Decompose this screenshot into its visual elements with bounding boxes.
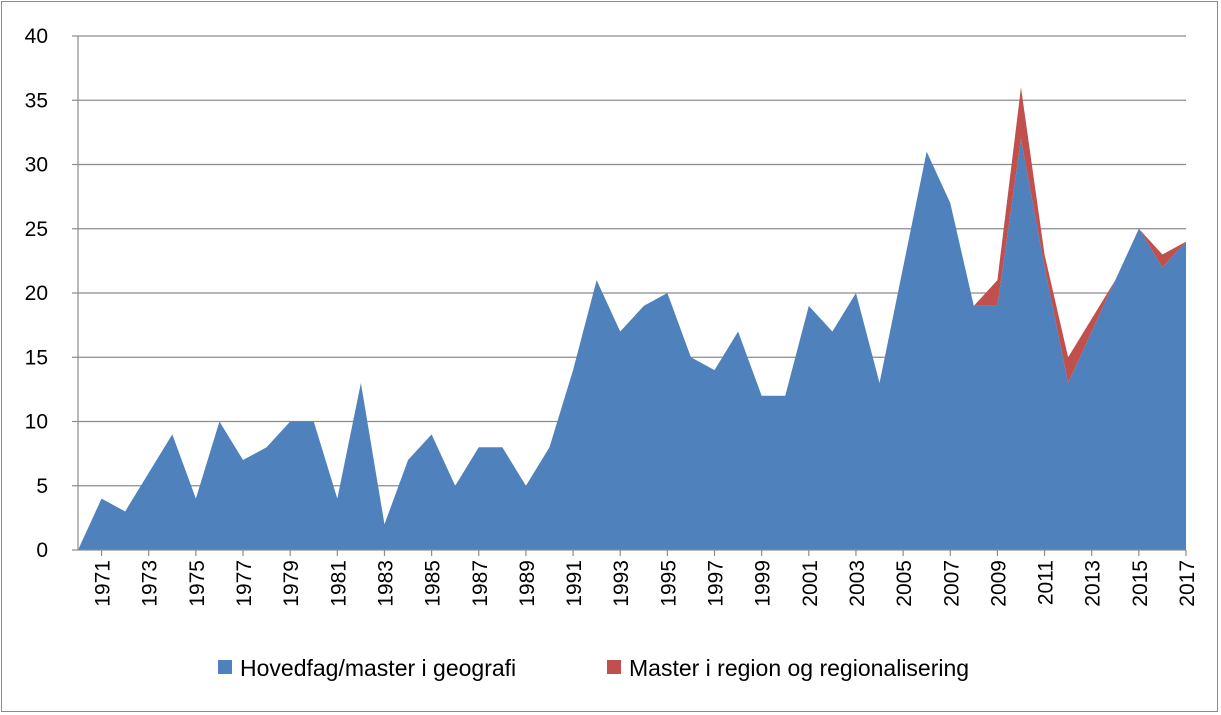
x-tick-label-1983: 1983 — [374, 560, 397, 607]
x-tick-label-1991: 1991 — [563, 560, 586, 607]
x-tick-label-2013: 2013 — [1082, 560, 1105, 607]
legend-label-2: Master i region og regionalisering — [629, 655, 969, 681]
y-tick-label-0: 0 — [36, 539, 48, 562]
x-tick-label-2009: 2009 — [987, 560, 1010, 607]
x-tick-label-1999: 1999 — [752, 560, 775, 607]
axes — [72, 35, 1187, 556]
x-tick-label-2001: 2001 — [799, 560, 822, 607]
legend: Hovedfag/master i geografi Master i regio… — [218, 655, 969, 681]
x-tick-label-1997: 1997 — [705, 560, 728, 607]
x-tick-label-2011: 2011 — [1035, 560, 1058, 605]
series-area-1 — [78, 138, 1186, 551]
x-tick-label-1989: 1989 — [516, 560, 539, 607]
x-tick-label-1979: 1979 — [280, 560, 303, 607]
x-tick-label-1975: 1975 — [186, 560, 209, 607]
y-tick-label-30: 30 — [25, 154, 48, 177]
legend-swatch-1 — [218, 660, 232, 674]
y-tick-label-10: 10 — [25, 411, 48, 434]
y-tick-label-5: 5 — [36, 475, 48, 498]
x-tick-label-2007: 2007 — [940, 560, 963, 607]
y-tick-label-40: 40 — [25, 25, 48, 48]
x-tick-label-1971: 1971 — [92, 560, 115, 607]
y-tick-label-25: 25 — [25, 218, 48, 241]
x-tick-label-1995: 1995 — [657, 560, 680, 607]
y-axis-tick-labels: 0 5 10 15 20 25 30 35 40 — [25, 25, 48, 562]
x-axis-tick-labels: 1971 1973 1975 1977 1979 1981 1983 1985 1987 1989… — [92, 560, 1199, 607]
x-tick-label-1993: 1993 — [610, 560, 633, 607]
y-tick-label-15: 15 — [25, 346, 48, 369]
y-tick-label-20: 20 — [25, 282, 48, 305]
legend-swatch-2 — [607, 660, 621, 674]
legend-label-1: Hovedfag/master i geografi — [240, 655, 516, 681]
x-tick-label-2015: 2015 — [1129, 560, 1152, 607]
x-tick-label-2003: 2003 — [846, 560, 869, 607]
x-tick-label-1977: 1977 — [233, 560, 256, 607]
x-tick-label-1973: 1973 — [139, 560, 162, 607]
x-tick-label-2005: 2005 — [893, 560, 916, 607]
x-tick-label-1981: 1981 — [327, 560, 350, 607]
chart-areas — [78, 87, 1186, 551]
x-tick-label-1985: 1985 — [422, 560, 445, 607]
x-tick-label-2017: 2017 — [1176, 560, 1199, 607]
y-tick-label-35: 35 — [25, 89, 48, 112]
x-tick-label-1987: 1987 — [469, 560, 492, 607]
